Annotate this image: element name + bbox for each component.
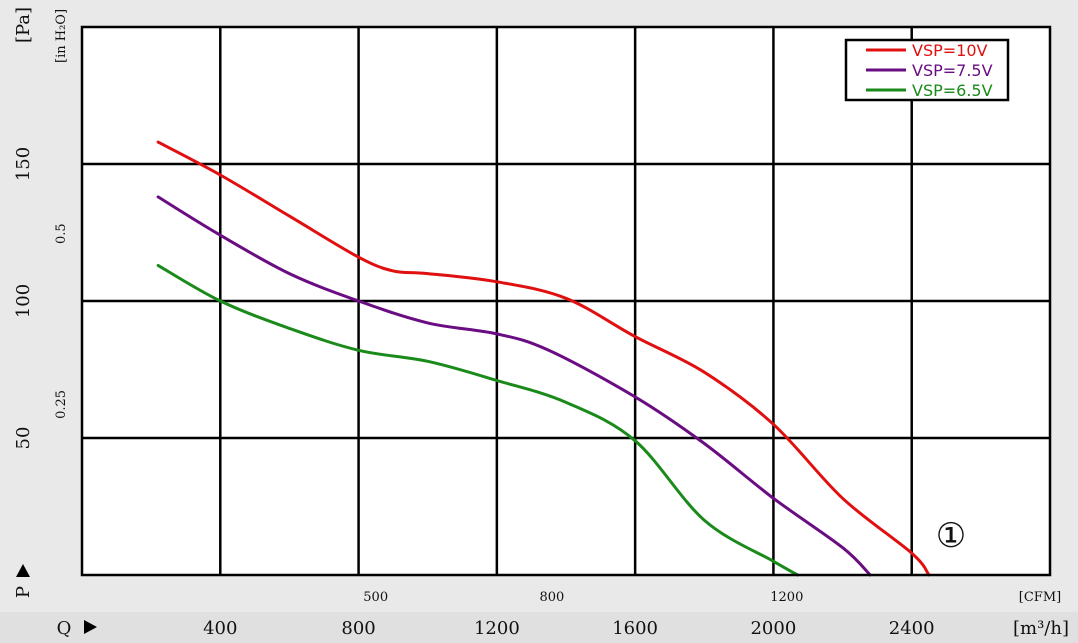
x-secondary-tick-label-1: 800 — [539, 590, 564, 605]
x-axis-arrow-icon — [84, 620, 97, 634]
y-secondary-tick-label-1: 0.5 — [54, 223, 69, 244]
x-primary-unit-label: [m³/h] — [1013, 618, 1069, 639]
legend-label-0: VSP=10V — [912, 41, 988, 60]
x-primary-axis-band — [0, 612, 1078, 643]
y-axis-arrow-icon — [16, 564, 30, 577]
x-primary-tick-labels: 400 800 1200 1600 2000 2400 — [203, 618, 934, 639]
y-primary-tick-labels: 50 100 150 — [13, 147, 34, 450]
x-secondary-unit-label: [CFM] — [1019, 590, 1061, 605]
series-curves — [156, 140, 931, 577]
x-primary-tick-label-0: 400 — [203, 618, 237, 639]
x-secondary-tick-label-2: 1200 — [770, 590, 803, 605]
x-primary-axis-label: Q — [57, 618, 72, 639]
series-line-2 — [156, 263, 800, 577]
y-primary-axis-label: P — [13, 586, 34, 598]
legend-label-1: VSP=7.5V — [912, 61, 993, 80]
series-line-0 — [156, 140, 931, 577]
x-primary-tick-label-4: 2000 — [750, 618, 796, 639]
plot-frame — [80, 25, 1052, 577]
y-primary-tick-label-2: 150 — [13, 147, 34, 181]
grid-lines — [82, 27, 1050, 575]
y-secondary-unit-label: [in H₂O] — [54, 9, 69, 63]
x-secondary-tick-labels: 500 800 1200 — [363, 590, 803, 605]
y-secondary-tick-label-0: 0.25 — [54, 390, 69, 419]
x-secondary-tick-label-0: 500 — [363, 590, 388, 605]
series-line-1 — [156, 195, 872, 577]
x-primary-tick-label-1: 800 — [341, 618, 375, 639]
curve-annotation: ① — [936, 516, 966, 556]
y-primary-unit-label: [Pa] — [13, 7, 34, 43]
legend-label-2: VSP=6.5V — [912, 81, 993, 100]
y-primary-tick-label-1: 100 — [13, 284, 34, 318]
x-primary-tick-label-2: 1200 — [474, 618, 520, 639]
x-primary-tick-label-5: 2400 — [889, 618, 935, 639]
y-primary-tick-label-0: 50 — [13, 427, 34, 450]
y-secondary-tick-labels: 0.25 0.5 — [54, 223, 69, 419]
x-primary-tick-label-3: 1600 — [612, 618, 658, 639]
